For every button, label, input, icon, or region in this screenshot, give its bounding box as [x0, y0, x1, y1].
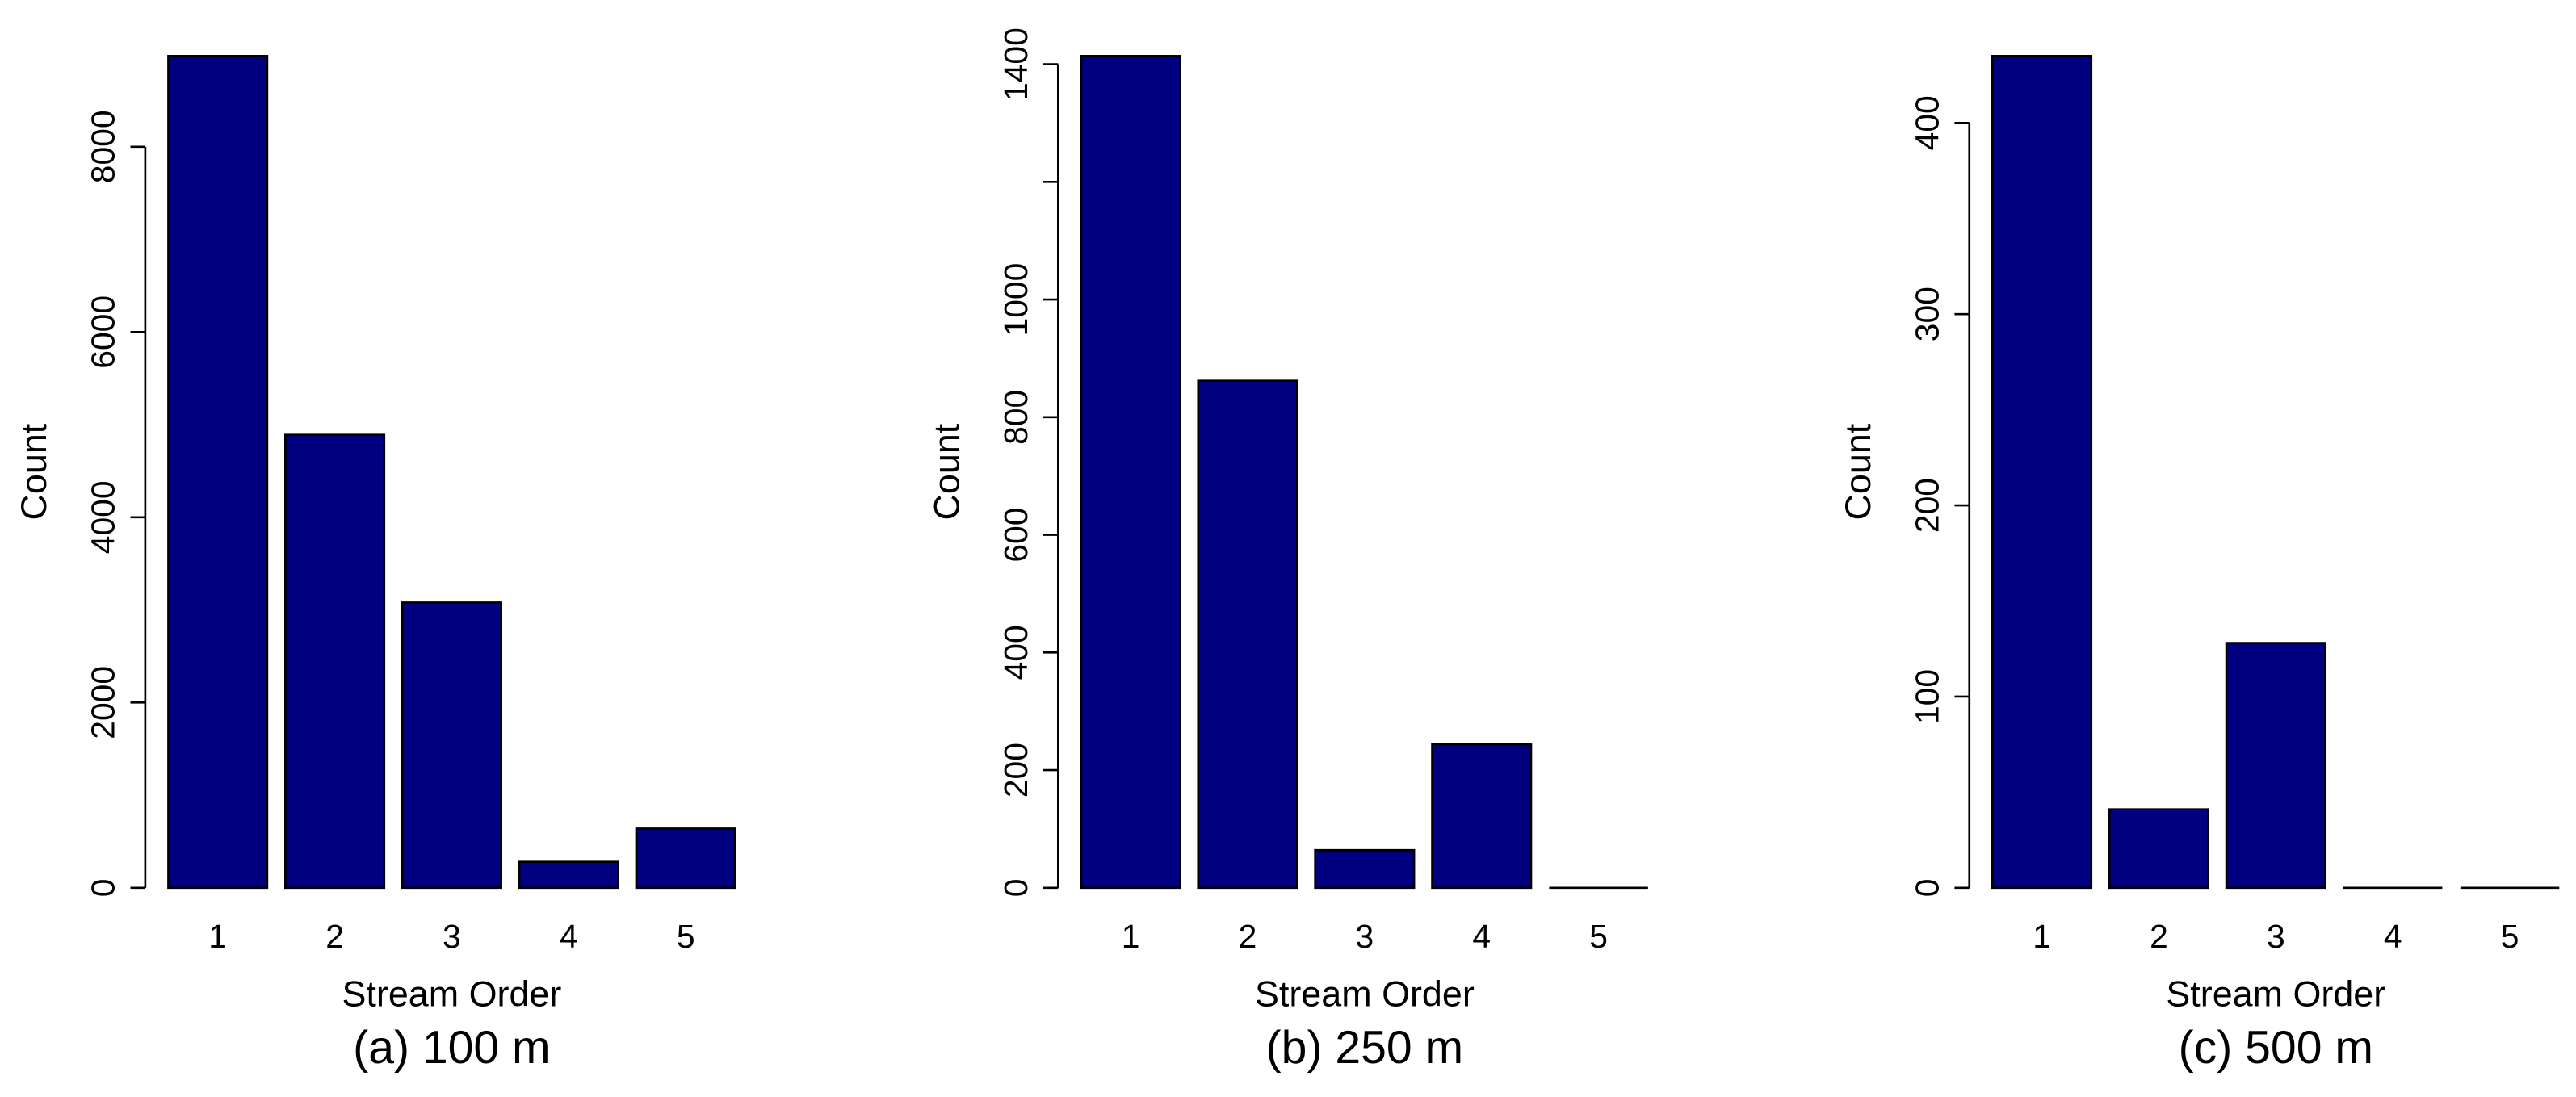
- y-tick-label: 100: [1909, 669, 1946, 724]
- bar: [1197, 379, 1298, 890]
- x-tick-label: 3: [2267, 918, 2285, 955]
- bar: [1314, 848, 1416, 890]
- x-tick-label: 4: [2384, 918, 2402, 955]
- x-tick-label: 4: [1472, 918, 1491, 955]
- x-tick-label: 2: [2150, 918, 2168, 955]
- x-axis-label: Stream Order: [2166, 973, 2385, 1014]
- y-tick-label: 0: [1909, 878, 1946, 897]
- x-tick-label: 5: [677, 918, 695, 955]
- y-tick-label: 4000: [85, 480, 122, 554]
- x-tick-label: 3: [443, 918, 461, 955]
- y-tick-label: 400: [1909, 95, 1946, 150]
- x-tick-label: 3: [1356, 918, 1374, 955]
- x-tick-label: 2: [325, 918, 344, 955]
- y-tick-label: 800: [997, 390, 1034, 445]
- y-tick-label: 1000: [997, 263, 1034, 337]
- caption: (c) 500 m: [2179, 1022, 2373, 1074]
- y-tick-label: 200: [1909, 478, 1946, 533]
- y-tick-label: 0: [997, 878, 1034, 897]
- y-axis-label: Count: [13, 423, 54, 520]
- x-tick-label: 4: [560, 918, 578, 955]
- y-tick-label: 200: [997, 743, 1034, 798]
- y-tick-label: 6000: [85, 295, 122, 369]
- y-tick-label: 300: [1909, 287, 1946, 341]
- x-tick-label: 2: [1239, 918, 1257, 955]
- x-axis-label: Stream Order: [1255, 973, 1475, 1014]
- bar: [401, 601, 502, 890]
- bar: [2108, 808, 2209, 890]
- x-axis-label: Stream Order: [342, 973, 562, 1014]
- y-tick-label: 2000: [85, 666, 122, 739]
- bar: [1991, 55, 2093, 890]
- bar: [284, 433, 386, 890]
- x-tick-label: 1: [1122, 918, 1140, 955]
- y-axis-label: Count: [926, 423, 967, 520]
- y-tick-label: 600: [997, 508, 1034, 563]
- bar: [518, 860, 619, 890]
- x-tick-label: 1: [208, 918, 227, 955]
- y-tick-label: 0: [85, 878, 122, 897]
- x-tick-label: 1: [2033, 918, 2051, 955]
- y-tick-label: 8000: [85, 110, 122, 183]
- bar: [1431, 743, 1533, 890]
- bar: [2225, 642, 2326, 890]
- caption: (a) 100 m: [353, 1022, 550, 1074]
- x-tick-label: 5: [1589, 918, 1608, 955]
- y-tick-label: 400: [997, 625, 1034, 680]
- y-tick-label: 1400: [997, 27, 1034, 101]
- bar: [635, 827, 736, 890]
- x-tick-label: 5: [2501, 918, 2519, 955]
- y-axis-label: Count: [1837, 423, 1878, 520]
- caption: (b) 250 m: [1266, 1022, 1463, 1074]
- bar: [1080, 55, 1181, 890]
- bar: [167, 55, 269, 890]
